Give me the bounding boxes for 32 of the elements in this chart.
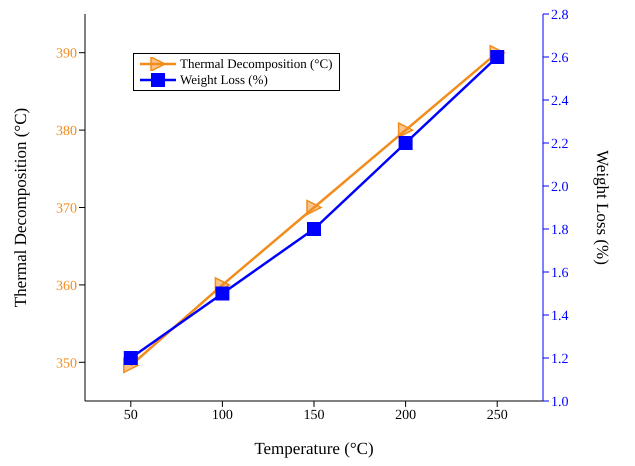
y2-tick-label: 2.4	[551, 94, 568, 109]
y2-tick-label: 2.6	[551, 50, 568, 66]
y-tick-label: 370	[56, 201, 77, 216]
x-tick-label: 50	[124, 408, 138, 423]
y2-tick-label: 1.2	[551, 352, 568, 367]
x-tick-label: 150	[304, 408, 324, 423]
point	[398, 136, 413, 150]
x-axis-title: Temperature (°C)	[254, 439, 374, 458]
y-tick-label: 380	[56, 124, 77, 140]
y-tick-label: 360	[56, 278, 77, 294]
y-tick-label: 390	[56, 46, 77, 62]
y2-tick-label: 2.0	[551, 180, 568, 195]
y2-tick-label: 2.2	[551, 136, 568, 152]
point	[306, 200, 322, 216]
legend-label: Weight Loss (%)	[180, 72, 268, 88]
y2-tick-label: 1.6	[551, 266, 568, 281]
point	[398, 122, 414, 138]
point	[307, 222, 321, 236]
y2-axis-title: Weight Loss (%)	[592, 150, 612, 265]
point	[124, 351, 138, 365]
y2-tick-label: 1.4	[551, 308, 568, 324]
y2-tick-label: 1.8	[551, 222, 568, 238]
legend-label: Thermal Decomposition (°C)	[180, 56, 332, 72]
y-tick-label: 350	[56, 356, 77, 372]
x-tick-label: 200	[395, 408, 416, 423]
point	[215, 286, 230, 300]
y2-tick-label: 2.8	[551, 8, 568, 23]
y-axis-title: Thermal Decomposition (°C)	[11, 108, 30, 308]
y2-tick-label: 1.0	[551, 394, 568, 410]
point	[490, 50, 504, 64]
x-tick-label: 100	[212, 408, 233, 423]
x-tick-label: 250	[486, 408, 508, 423]
